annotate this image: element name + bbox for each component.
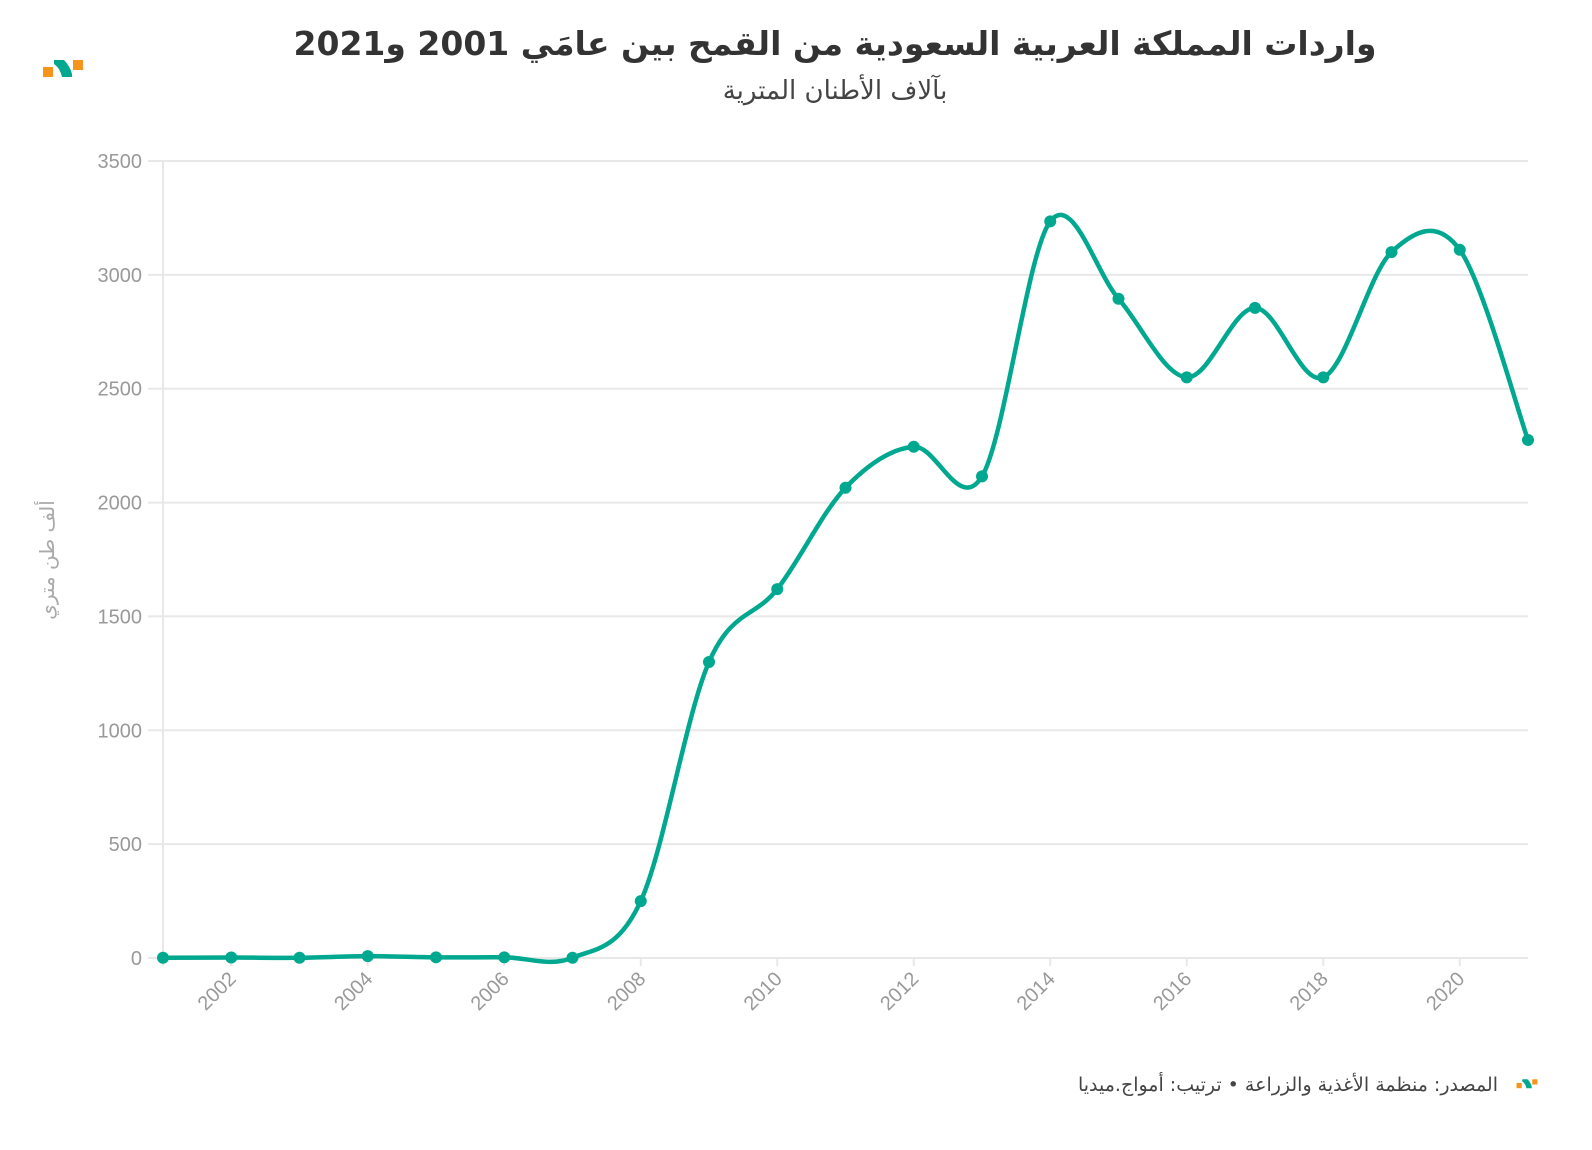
series-line [162, 212, 1531, 965]
chart-title: واردات المملكة العربية السعودية من القمح… [293, 24, 1377, 63]
source-note: المصدر: منظمة الأغذية والزراعة • ترتيب: … [1077, 1074, 1498, 1096]
data-point [1453, 243, 1466, 256]
y-tick-label: 3500 [98, 151, 143, 173]
data-point [566, 951, 579, 964]
x-tick-label: 2016 [1149, 968, 1196, 1015]
y-tick-label: 2500 [98, 379, 143, 401]
data-point [157, 951, 169, 964]
data-point [1180, 371, 1193, 384]
y-tick-label: 1500 [98, 606, 143, 628]
data-point [1044, 215, 1057, 228]
amwaj-logo [43, 60, 83, 77]
data-point [1317, 371, 1330, 384]
data-point [703, 655, 715, 668]
x-tick-label: 2008 [603, 968, 650, 1015]
x-tick-label: 2004 [330, 968, 377, 1015]
x-tick-label: 2018 [1286, 968, 1333, 1015]
data-point [1522, 433, 1534, 446]
data-point [1385, 246, 1398, 259]
x-tick-label: 2020 [1422, 968, 1469, 1015]
data-points [157, 215, 1534, 964]
data-point [771, 583, 784, 596]
data-point [976, 470, 988, 483]
gridlines [148, 160, 1528, 966]
data-point [1249, 301, 1261, 314]
data-point [907, 440, 920, 453]
y-axis-ticks: 0 500 1000 1500 2000 2500 3000 3500 [98, 151, 143, 970]
data-point [634, 895, 647, 908]
data-point [498, 951, 511, 964]
x-axis-ticks: 2002 2004 2006 2008 2010 2012 2014 2016 2018 2020 [194, 968, 1470, 1015]
data-point [430, 951, 442, 964]
y-tick-label: 1000 [98, 720, 143, 742]
data-point [225, 951, 238, 964]
chart-subtitle: بآلاف الأطنان المترية [722, 76, 948, 106]
footer-logo [1516, 1079, 1538, 1089]
data-point [293, 951, 306, 964]
y-tick-label: 3000 [98, 265, 143, 287]
data-point [839, 481, 852, 494]
data-point [361, 950, 374, 963]
y-tick-label: 0 [131, 948, 142, 970]
x-tick-label: 2012 [876, 968, 923, 1015]
data-point [1112, 292, 1125, 305]
x-tick-label: 2014 [1013, 968, 1060, 1015]
y-tick-label: 2000 [98, 493, 143, 515]
x-tick-label: 2010 [740, 968, 787, 1015]
x-tick-label: 2002 [194, 968, 241, 1015]
y-tick-label: 500 [109, 834, 142, 856]
y-axis-label: ألف طن متري [34, 500, 60, 620]
x-tick-label: 2006 [467, 968, 514, 1015]
